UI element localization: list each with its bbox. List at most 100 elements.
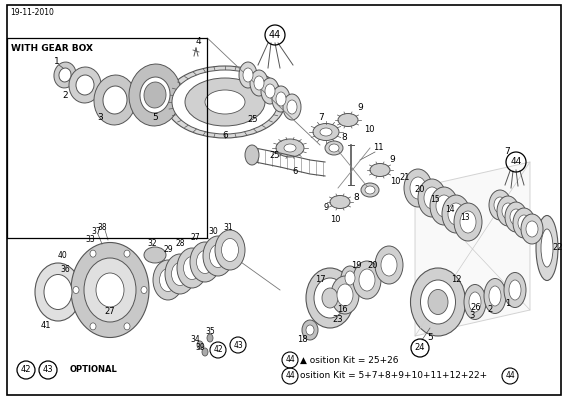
Ellipse shape	[197, 250, 214, 274]
Text: 13: 13	[460, 214, 470, 222]
Text: 7: 7	[318, 114, 324, 122]
Ellipse shape	[210, 244, 227, 268]
Polygon shape	[415, 162, 530, 336]
Ellipse shape	[203, 236, 233, 276]
Ellipse shape	[177, 248, 207, 288]
Ellipse shape	[73, 286, 79, 294]
Ellipse shape	[322, 288, 338, 308]
Ellipse shape	[541, 229, 553, 267]
Text: 15: 15	[430, 196, 440, 204]
Text: 9: 9	[357, 104, 363, 112]
Text: 30: 30	[208, 228, 218, 236]
Text: 5: 5	[152, 114, 158, 122]
Text: 44: 44	[505, 372, 515, 380]
Ellipse shape	[245, 145, 259, 165]
Text: 40: 40	[57, 252, 67, 260]
Ellipse shape	[497, 196, 519, 226]
Ellipse shape	[428, 290, 448, 314]
Ellipse shape	[418, 179, 446, 217]
Ellipse shape	[272, 86, 290, 112]
Ellipse shape	[261, 78, 279, 104]
Ellipse shape	[90, 323, 96, 330]
Text: 8: 8	[341, 134, 347, 142]
Text: 5: 5	[427, 334, 433, 342]
Text: 26: 26	[471, 304, 481, 312]
Ellipse shape	[454, 203, 482, 241]
Text: 32: 32	[147, 238, 157, 248]
Text: 10: 10	[330, 216, 340, 224]
Ellipse shape	[59, 68, 71, 82]
Ellipse shape	[359, 269, 375, 291]
Text: osition Kit = 5+7+8+9+10+11+12+22+: osition Kit = 5+7+8+9+10+11+12+22+	[300, 372, 487, 380]
Ellipse shape	[215, 230, 245, 270]
Ellipse shape	[287, 100, 297, 114]
Text: 10: 10	[364, 126, 374, 134]
Text: 44: 44	[511, 158, 521, 166]
Text: 6: 6	[293, 168, 298, 176]
Text: 3: 3	[469, 312, 475, 320]
Ellipse shape	[489, 190, 511, 220]
Text: 20: 20	[415, 186, 425, 194]
Ellipse shape	[71, 242, 149, 338]
Ellipse shape	[306, 325, 314, 335]
Text: 11: 11	[373, 144, 383, 152]
Text: 38: 38	[97, 224, 107, 232]
Ellipse shape	[313, 124, 339, 140]
Ellipse shape	[254, 76, 264, 90]
Ellipse shape	[84, 258, 136, 322]
Ellipse shape	[464, 284, 486, 320]
Ellipse shape	[96, 273, 124, 307]
Ellipse shape	[185, 78, 265, 126]
Ellipse shape	[314, 278, 346, 318]
Text: 21: 21	[400, 174, 410, 182]
Ellipse shape	[202, 348, 208, 356]
Text: 44: 44	[285, 356, 295, 364]
Ellipse shape	[265, 84, 275, 98]
Text: 17: 17	[315, 276, 325, 284]
Ellipse shape	[325, 141, 343, 155]
Text: 4: 4	[195, 38, 201, 46]
Text: 43: 43	[43, 366, 53, 374]
Text: 31: 31	[223, 224, 233, 232]
Text: 22: 22	[553, 244, 563, 252]
Ellipse shape	[338, 114, 358, 126]
Text: 44: 44	[269, 30, 281, 40]
Ellipse shape	[276, 139, 304, 157]
Ellipse shape	[124, 323, 130, 330]
Ellipse shape	[361, 183, 379, 197]
Ellipse shape	[54, 62, 76, 88]
Ellipse shape	[205, 90, 245, 114]
Ellipse shape	[190, 242, 220, 282]
Text: 19-11-2010: 19-11-2010	[10, 8, 54, 17]
Ellipse shape	[337, 284, 353, 306]
Ellipse shape	[331, 276, 359, 314]
Ellipse shape	[129, 64, 181, 126]
Ellipse shape	[370, 164, 390, 176]
Text: 42: 42	[21, 366, 31, 374]
Text: 2: 2	[62, 90, 68, 100]
Text: 25: 25	[270, 150, 280, 160]
Text: 2: 2	[487, 306, 492, 314]
Ellipse shape	[306, 268, 354, 328]
Ellipse shape	[509, 280, 521, 300]
Ellipse shape	[381, 254, 397, 276]
Ellipse shape	[320, 128, 332, 136]
Text: 34: 34	[190, 336, 200, 344]
Text: 41: 41	[41, 322, 51, 330]
Ellipse shape	[76, 75, 94, 95]
Ellipse shape	[536, 216, 558, 280]
Ellipse shape	[144, 82, 166, 108]
Ellipse shape	[341, 266, 359, 290]
Ellipse shape	[526, 221, 538, 237]
Ellipse shape	[345, 271, 355, 285]
Text: 19: 19	[351, 262, 361, 270]
Text: 42: 42	[213, 346, 223, 354]
Ellipse shape	[94, 75, 136, 125]
Ellipse shape	[375, 246, 403, 284]
Ellipse shape	[510, 209, 522, 225]
Text: 28: 28	[176, 240, 185, 248]
Text: 14: 14	[445, 206, 455, 214]
Text: 6: 6	[222, 132, 228, 140]
Text: 8: 8	[353, 194, 359, 202]
Ellipse shape	[436, 195, 452, 217]
